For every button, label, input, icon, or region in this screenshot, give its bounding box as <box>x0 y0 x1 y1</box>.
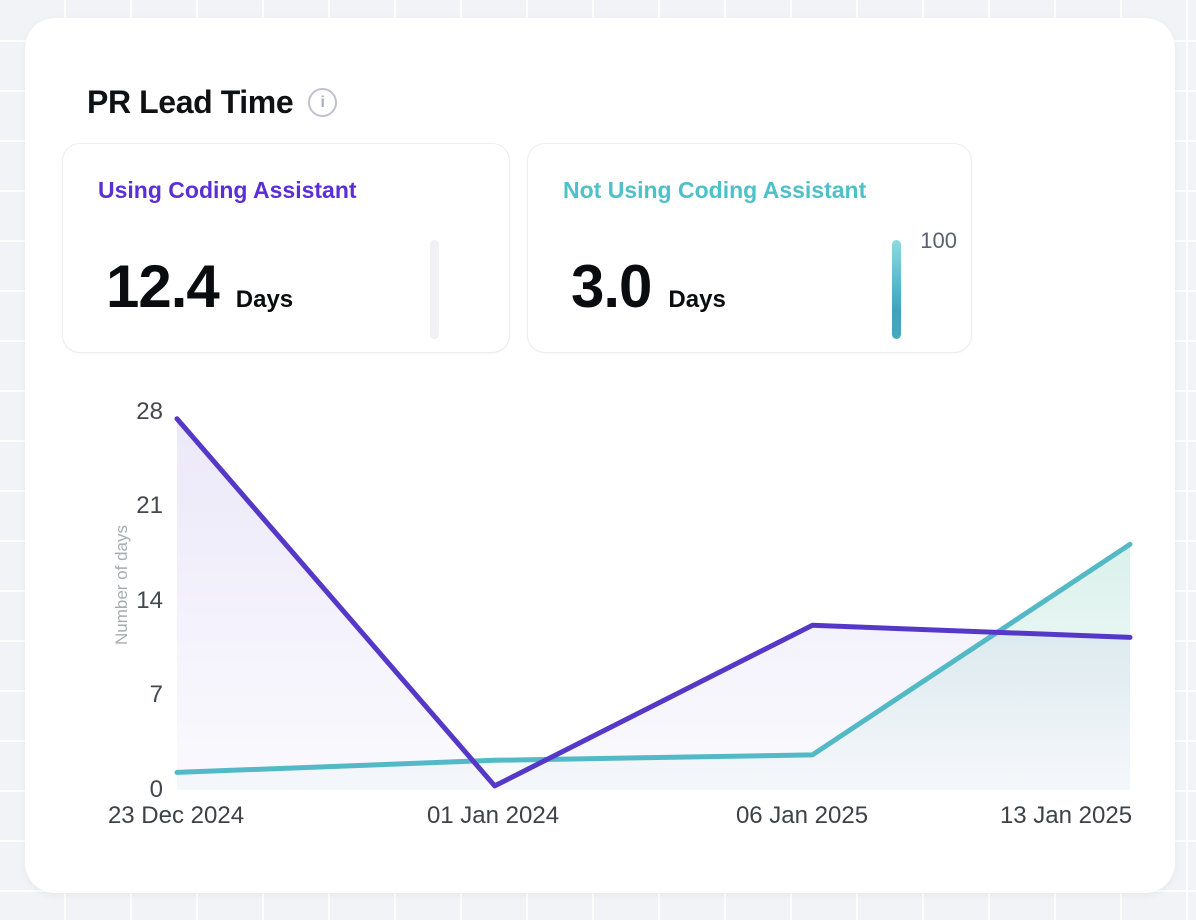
stat-value: 12.4 <box>106 253 220 320</box>
y-axis-title: Number of days <box>112 525 131 645</box>
y-tick: 7 <box>149 681 163 708</box>
x-tick: 01 Jan 2024 <box>426 802 560 829</box>
stat-bar-max-label: 100 <box>920 228 957 253</box>
y-tick: 14 <box>136 587 163 614</box>
lead-time-chart: 28 21 14 7 0 Number of days 23 Dec 2024 … <box>25 18 1175 893</box>
stat-label: Using Coding Assistant <box>98 177 357 203</box>
card-header: PR Lead Time i <box>87 84 338 121</box>
page-title: PR Lead Time <box>87 84 294 120</box>
stat-card-using-assistant: Using Coding Assistant 12.4 Days <box>62 143 510 353</box>
stat-mini-bar <box>892 240 901 339</box>
chart-plot[interactable] <box>174 408 1133 792</box>
info-icon[interactable]: i <box>308 88 338 117</box>
y-tick: 0 <box>149 776 163 803</box>
stat-value-row: 12.4 Days <box>106 252 293 321</box>
stat-card-not-using-assistant: Not Using Coding Assistant 3.0 Days 100 <box>527 143 972 353</box>
stat-mini-bar <box>430 240 439 339</box>
stat-value-row: 3.0 Days <box>571 252 726 321</box>
stat-label: Not Using Coding Assistant <box>563 177 867 203</box>
y-tick: 28 <box>136 398 163 425</box>
pr-lead-time-card: PR Lead Time i Using Coding Assistant 12… <box>25 18 1175 893</box>
stat-value: 3.0 <box>571 253 652 320</box>
y-tick: 21 <box>136 492 163 519</box>
stat-unit: Days <box>668 286 726 313</box>
stat-unit: Days <box>235 286 294 313</box>
x-tick: 13 Jan 2025 <box>999 802 1133 829</box>
x-tick: 06 Jan 2025 <box>735 802 869 829</box>
x-tick: 23 Dec 2024 <box>107 802 245 829</box>
